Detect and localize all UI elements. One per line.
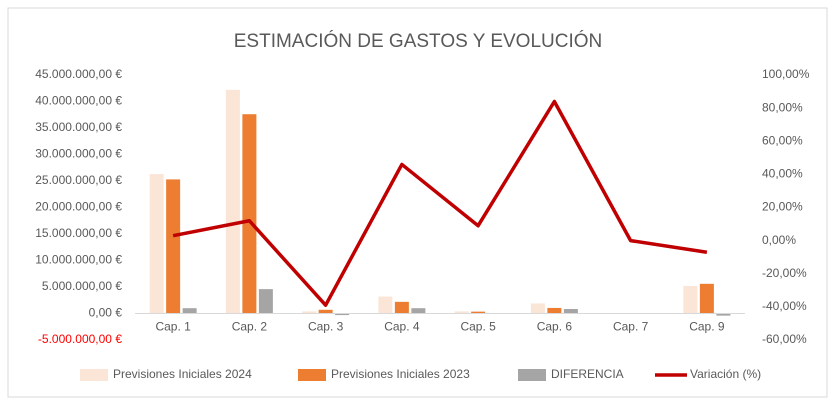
legend-swatch bbox=[298, 369, 326, 381]
y2-tick-label: 80,00% bbox=[762, 100, 803, 114]
bar bbox=[166, 179, 180, 313]
x-tick-label: Cap. 9 bbox=[689, 320, 725, 334]
bar bbox=[242, 114, 256, 313]
legend-label: Previsiones Iniciales 2023 bbox=[331, 367, 470, 381]
legend-label: Previsiones Iniciales 2024 bbox=[113, 367, 252, 381]
bar bbox=[700, 284, 714, 314]
bar bbox=[319, 310, 333, 314]
y-tick-label: 5.000.000,00 € bbox=[42, 279, 122, 293]
y-tick-label: 20.000.000,00 € bbox=[35, 200, 122, 214]
x-tick-label: Cap. 4 bbox=[384, 320, 420, 334]
bar bbox=[564, 309, 578, 314]
legend-swatch bbox=[518, 369, 546, 381]
chart-border bbox=[8, 8, 827, 397]
legend-swatch bbox=[80, 369, 108, 381]
bar bbox=[378, 297, 392, 314]
y-tick-label: 10.000.000,00 € bbox=[35, 253, 122, 267]
y2-tick-label: 60,00% bbox=[762, 133, 803, 147]
bar bbox=[183, 308, 197, 313]
y2-tick-label: 0,00% bbox=[762, 233, 796, 247]
chart-title: ESTIMACIÓN DE GASTOS Y EVOLUCIÓN bbox=[234, 30, 602, 52]
x-tick-label: Cap. 7 bbox=[613, 320, 649, 334]
bar bbox=[547, 308, 561, 314]
bar bbox=[683, 286, 697, 314]
x-tick-label: Cap. 5 bbox=[460, 320, 496, 334]
y2-tick-label: 100,00% bbox=[762, 67, 810, 81]
legend-label: DIFERENCIA bbox=[551, 367, 624, 381]
y2-tick-label: -40,00% bbox=[762, 299, 807, 313]
x-tick-label: Cap. 6 bbox=[537, 320, 573, 334]
y2-tick-label: 40,00% bbox=[762, 167, 803, 181]
y-tick-label: 30.000.000,00 € bbox=[35, 147, 122, 161]
legend-label: Variación (%) bbox=[690, 367, 761, 381]
y-tick-label: 15.000.000,00 € bbox=[35, 226, 122, 240]
x-tick-label: Cap. 3 bbox=[308, 320, 344, 334]
bar bbox=[150, 174, 164, 313]
y-tick-label: 40.000.000,00 € bbox=[35, 94, 122, 108]
bar bbox=[395, 302, 409, 314]
y-tick-label: -5.000.000,00 € bbox=[38, 332, 122, 346]
bar bbox=[226, 90, 240, 314]
y2-tick-label: -60,00% bbox=[762, 332, 807, 346]
bar bbox=[411, 308, 425, 313]
x-tick-label: Cap. 2 bbox=[232, 320, 268, 334]
y-tick-label: 0,00 € bbox=[89, 306, 123, 320]
y2-tick-label: -20,00% bbox=[762, 266, 807, 280]
x-tick-label: Cap. 1 bbox=[155, 320, 191, 334]
y2-tick-label: 20,00% bbox=[762, 200, 803, 214]
bar bbox=[259, 289, 273, 313]
bar bbox=[531, 303, 545, 313]
y-tick-label: 35.000.000,00 € bbox=[35, 120, 122, 134]
y-tick-label: 45.000.000,00 € bbox=[35, 67, 122, 81]
y-tick-label: 25.000.000,00 € bbox=[35, 173, 122, 187]
